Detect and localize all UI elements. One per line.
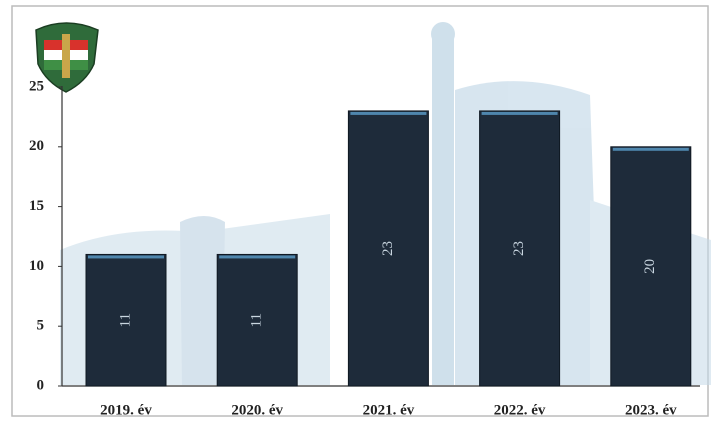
- x-tick-label: 2019. év: [100, 402, 152, 418]
- logo: [35, 22, 99, 93]
- data-label: 11: [117, 313, 133, 327]
- x-tick-label: 2021. év: [363, 402, 415, 418]
- bar-highlight: [612, 147, 689, 151]
- bar: [216, 253, 298, 387]
- y-tick-label: 25: [29, 78, 44, 94]
- x-tick-label: 2023. év: [625, 402, 677, 418]
- bar-highlight: [219, 255, 296, 259]
- bar-highlight: [88, 255, 164, 259]
- y-tick-label: 15: [29, 198, 44, 214]
- x-tick-label: 2020. év: [231, 402, 283, 418]
- bar-highlight: [481, 111, 558, 115]
- bar-highlight: [350, 111, 427, 115]
- data-label: 11: [249, 313, 265, 327]
- bar: [610, 146, 692, 387]
- bar: [347, 110, 429, 387]
- y-tick-label: 20: [29, 138, 44, 154]
- y-tick-label: 0: [37, 377, 45, 393]
- data-label: 20: [642, 259, 658, 274]
- data-label: 23: [380, 241, 396, 256]
- bar: [85, 253, 167, 387]
- x-tick-label: 2022. év: [494, 402, 546, 418]
- chart-frame: [11, 5, 709, 417]
- bar: [479, 110, 561, 387]
- y-tick-label: 10: [29, 258, 44, 274]
- y-tick-label: 5: [37, 318, 45, 334]
- data-label: 23: [511, 241, 527, 256]
